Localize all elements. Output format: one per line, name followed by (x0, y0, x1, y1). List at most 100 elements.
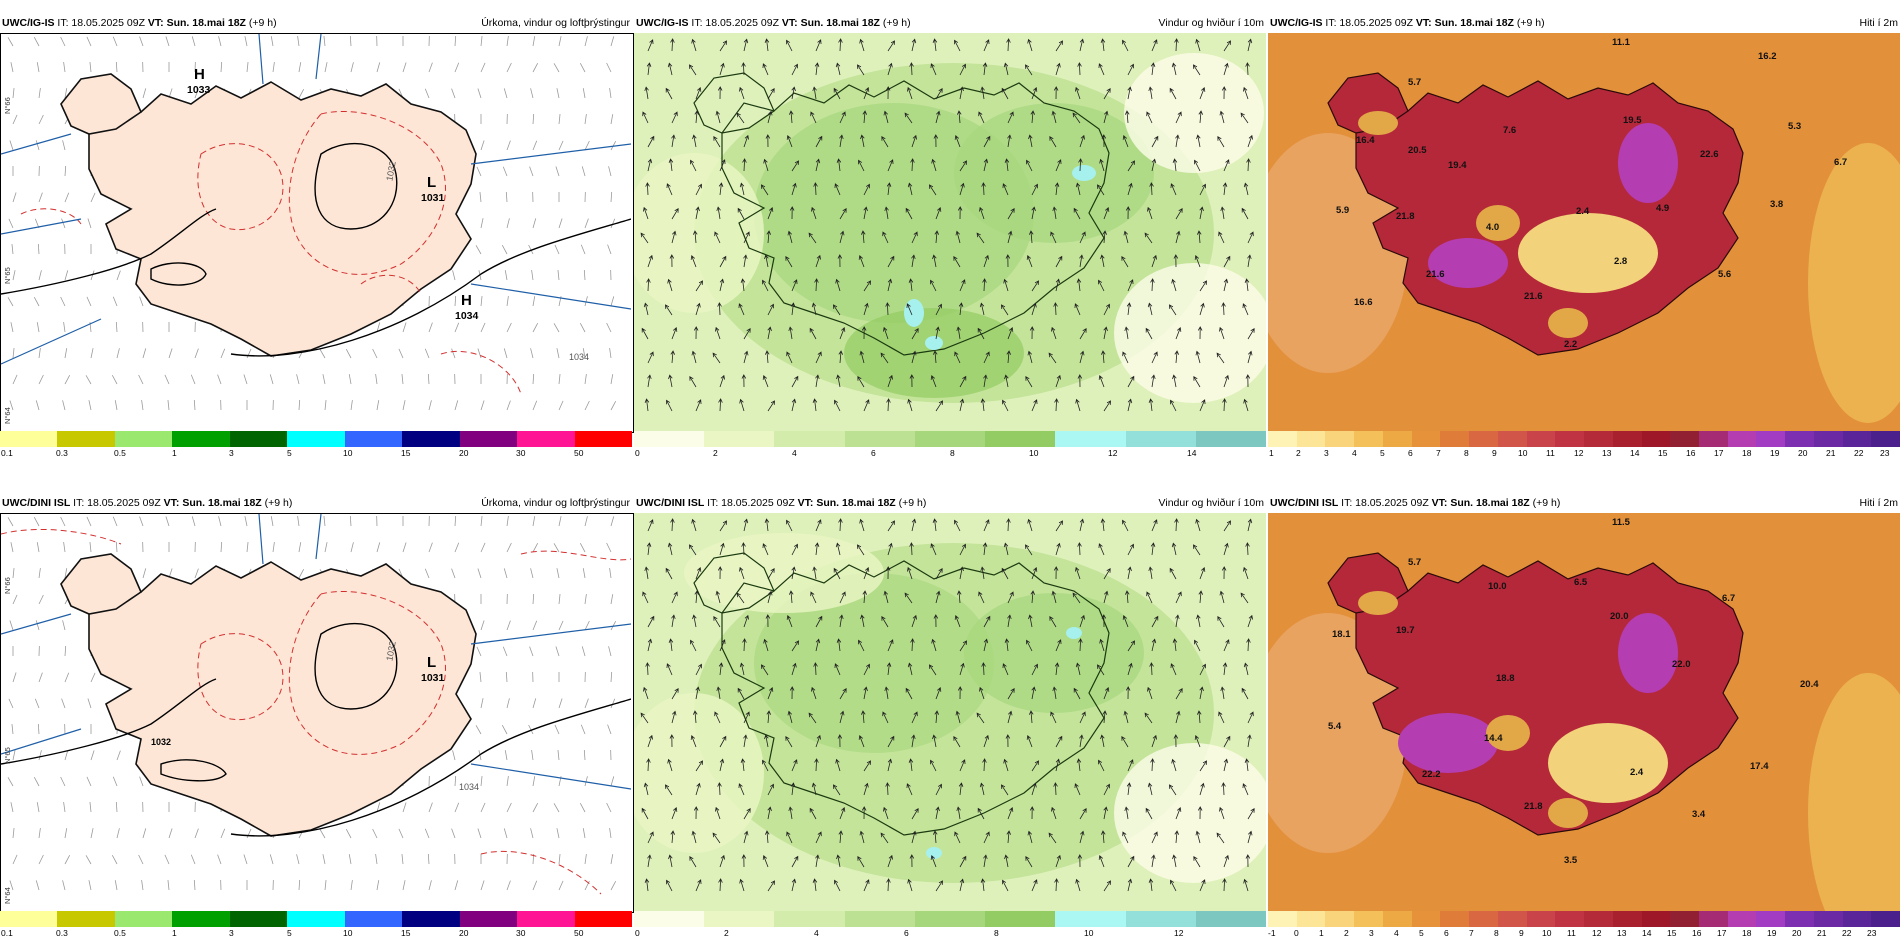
wind-arrow (1169, 304, 1177, 316)
wind-arrow (931, 638, 937, 652)
wind-arrow (882, 711, 889, 724)
wind-arrow (716, 206, 721, 220)
wind-barb (165, 516, 170, 527)
temperature-map: 11.1 16.2 5.7 16.4 20.5 19.4 7.6 19.5 22… (1268, 33, 1900, 431)
wind-barb (606, 542, 612, 553)
wind-arrow (689, 64, 697, 76)
wind-barb (324, 62, 328, 73)
wind-arrow (695, 399, 702, 412)
wind-arrow (668, 374, 673, 388)
wind-arrow (719, 735, 727, 748)
wind-arrow (910, 638, 915, 652)
wind-arrow (1079, 807, 1087, 820)
colorbar-segment (1871, 431, 1900, 447)
wind-barb (36, 542, 40, 553)
wind-barb (38, 854, 44, 865)
colorbar-segment (1727, 911, 1757, 927)
wind-arrow (1050, 711, 1057, 724)
wind-arrow (1027, 830, 1033, 844)
wind-barb (12, 88, 15, 99)
wind-arrow (1195, 830, 1201, 844)
wind-arrow (665, 304, 673, 316)
wind-arrow (1175, 614, 1180, 628)
wind-arrow (1242, 303, 1249, 316)
tick-label: 13 (1602, 448, 1612, 458)
wind-barb (64, 165, 67, 177)
wind-arrow (959, 759, 966, 772)
wind-barb (218, 516, 222, 527)
wind-arrow (1055, 255, 1063, 268)
tick-label: 20 (1798, 448, 1808, 458)
wind-barb (480, 880, 485, 891)
wind-arrow (646, 278, 651, 292)
wind-arrow (1079, 231, 1086, 244)
wind-arrow (1151, 374, 1156, 388)
wind-arrow (1053, 566, 1059, 580)
wind-arrow (982, 278, 987, 292)
wind-arrow (1122, 615, 1129, 628)
wind-arrow (979, 302, 985, 316)
wind-arrow (956, 110, 962, 124)
wind-arrow (761, 184, 769, 196)
wind-barb (584, 36, 588, 47)
wind-barb (584, 140, 590, 151)
wind-barb (530, 568, 534, 579)
wind-arrow (713, 135, 721, 148)
wind-arrow (907, 878, 913, 892)
wind-arrow (904, 592, 913, 604)
tick-label: 4 (1394, 928, 1399, 938)
wind-arrow (911, 231, 918, 244)
wind-arrow (932, 518, 938, 532)
wind-arrow (1241, 207, 1249, 220)
wind-arrow (1098, 543, 1105, 556)
wind-arrow (1220, 206, 1225, 220)
wind-arrow (647, 135, 655, 148)
westfjords-outline (693, 552, 775, 614)
wind-barb (503, 568, 508, 579)
wind-barb (477, 88, 482, 99)
tick-label: 21 (1817, 928, 1827, 938)
wind-barb (480, 36, 483, 47)
tick-label: 0 (1294, 928, 1299, 938)
temp-value: 21.8 (1396, 211, 1415, 222)
wind-arrow (1025, 544, 1033, 556)
wind-barb (480, 140, 485, 151)
wind-barb (63, 542, 66, 553)
wind-barb (506, 620, 511, 631)
wind-arrow (646, 62, 652, 76)
wind-arrow (762, 63, 769, 76)
wind-arrow (887, 40, 895, 52)
colorbar-segment (844, 431, 915, 447)
wind-arrow (695, 663, 702, 676)
wind-arrow (1199, 399, 1206, 412)
wind-arrow (1148, 398, 1154, 412)
tick-label: 2 (1344, 928, 1349, 938)
wind-arrow (862, 590, 868, 604)
tick-label: 15 (401, 928, 411, 938)
wind-barb (506, 880, 511, 891)
wind-barb (452, 270, 456, 281)
wind-arrow (983, 831, 990, 844)
wind-arrow (863, 183, 870, 196)
wind-barb (558, 140, 564, 151)
wind-arrow (719, 758, 725, 772)
wind-arrow (1121, 255, 1129, 268)
wind-arrow (1145, 807, 1153, 820)
wind-barb (532, 802, 539, 813)
wind-barb (9, 620, 14, 631)
wind-arrow (714, 711, 721, 724)
precip-colorbar (0, 911, 632, 927)
wind-arrow (1175, 207, 1183, 220)
wind-barb (164, 374, 170, 385)
wind-barb (532, 218, 537, 229)
wind-arrow (978, 591, 985, 604)
temp-value: 20.4 (1800, 679, 1819, 690)
wind-arrow (1028, 230, 1034, 244)
wind-arrow (863, 399, 870, 412)
wind-arrow (958, 302, 964, 316)
wind-arrow (1223, 374, 1229, 388)
wind-arrow (691, 830, 697, 844)
wind-panel-igis: UWC/IG-IS IT: 18.05.2025 09Z VT: Sun. 18… (634, 14, 1268, 467)
wind-barb (529, 646, 534, 657)
colorbar-segment (402, 911, 460, 927)
